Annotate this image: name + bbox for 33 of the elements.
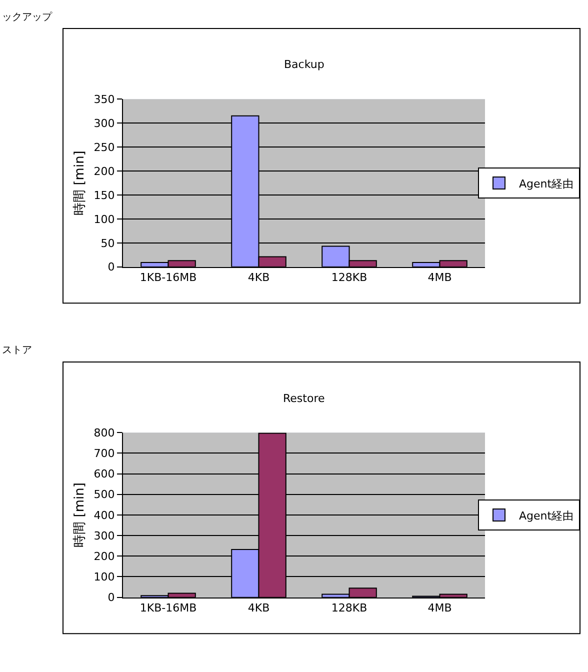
- y-tick-label: 500: [94, 488, 115, 502]
- chart-title: Backup: [284, 58, 324, 71]
- x-tick-label: 1KB-16MB: [140, 271, 197, 284]
- y-tick-label: 100: [94, 212, 115, 226]
- y-tick-label: 700: [94, 447, 115, 460]
- y-tick-label: 350: [94, 93, 115, 106]
- x-tick-label: 4MB: [428, 602, 452, 615]
- legend-label: Agent経由: [519, 177, 574, 190]
- y-tick-label: 0: [108, 260, 115, 274]
- text: ストア: [2, 345, 32, 356]
- legend-label: Agent経由: [519, 509, 574, 522]
- x-tick-label: 4MB: [428, 271, 452, 284]
- x-tick-label: 1KB-16MB: [140, 602, 197, 615]
- x-tick-label: 128KB: [331, 602, 368, 615]
- y-tick-label: 300: [94, 529, 115, 542]
- y-tick-label: 50: [100, 236, 115, 250]
- y-tick-label: 400: [94, 508, 115, 522]
- y-axis-title: 時間 [min]: [72, 150, 88, 216]
- y-tick-label: 300: [94, 116, 115, 130]
- y-tick-label: 600: [94, 468, 115, 481]
- x-tick-label: 128KB: [331, 271, 368, 284]
- y-tick-label: 200: [94, 550, 115, 563]
- x-tick-label: 4KB: [248, 602, 270, 615]
- y-tick-label: 200: [94, 164, 115, 178]
- text: ックアップ: [2, 11, 53, 23]
- chart-title: Restore: [283, 392, 325, 405]
- y-tick-label: 150: [94, 188, 115, 202]
- y-axis-title: 時間 [min]: [72, 482, 88, 548]
- y-tick-label: 250: [94, 140, 115, 154]
- y-tick-label: 0: [108, 591, 115, 604]
- x-tick-label: 4KB: [248, 271, 270, 284]
- y-tick-label: 100: [94, 570, 115, 584]
- y-tick-label: 800: [94, 426, 115, 440]
